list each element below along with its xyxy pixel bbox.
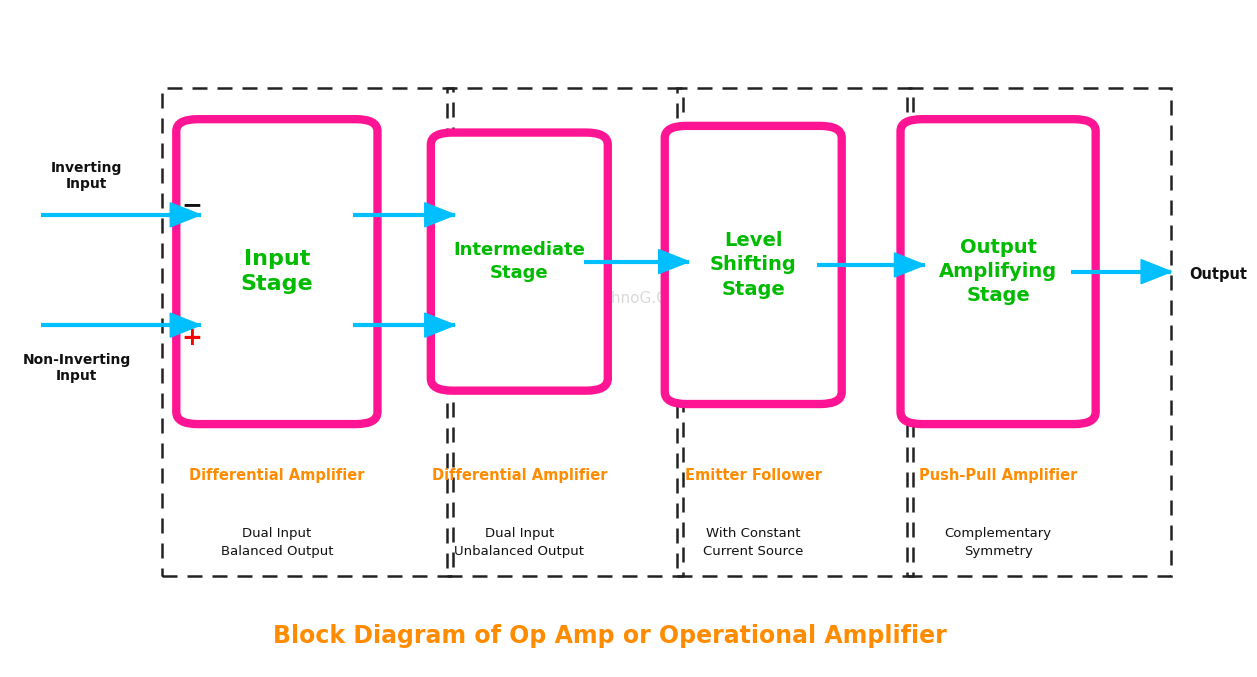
Text: Push-Pull Amplifier: Push-Pull Amplifier bbox=[919, 468, 1077, 483]
Polygon shape bbox=[425, 313, 455, 337]
Bar bbox=[162, 88, 453, 576]
Text: Dual Input
Unbalanced Output: Dual Input Unbalanced Output bbox=[454, 527, 585, 558]
Text: Emitter Follower: Emitter Follower bbox=[685, 468, 822, 483]
FancyBboxPatch shape bbox=[665, 126, 842, 404]
Text: Block Diagram of Op Amp or Operational Amplifier: Block Diagram of Op Amp or Operational A… bbox=[273, 624, 947, 648]
Bar bbox=[446, 88, 683, 576]
Text: Output
Amplifying
Stage: Output Amplifying Stage bbox=[939, 238, 1057, 305]
FancyBboxPatch shape bbox=[176, 119, 377, 424]
Polygon shape bbox=[170, 202, 201, 227]
Polygon shape bbox=[425, 202, 455, 227]
FancyBboxPatch shape bbox=[900, 119, 1096, 424]
Text: With Constant
Current Source: With Constant Current Source bbox=[703, 527, 803, 558]
Text: Complementary
Symmetry: Complementary Symmetry bbox=[944, 527, 1052, 558]
Text: Inverting
Input: Inverting Input bbox=[50, 161, 122, 192]
Polygon shape bbox=[170, 313, 201, 337]
Bar bbox=[908, 88, 1172, 576]
Text: +: + bbox=[181, 326, 202, 351]
Text: Level
Shifting
Stage: Level Shifting Stage bbox=[710, 232, 797, 299]
Text: −: − bbox=[181, 193, 202, 217]
Text: Output: Output bbox=[1189, 267, 1248, 282]
Text: Input
Stage: Input Stage bbox=[240, 249, 313, 294]
Text: Dual Input
Balanced Output: Dual Input Balanced Output bbox=[221, 527, 333, 558]
Text: Intermediate
Stage: Intermediate Stage bbox=[454, 241, 586, 282]
Polygon shape bbox=[895, 253, 925, 277]
Text: Non-Inverting
Input: Non-Inverting Input bbox=[23, 353, 131, 383]
Bar bbox=[676, 88, 914, 576]
Text: Differential Amplifier: Differential Amplifier bbox=[189, 468, 365, 483]
Text: WWW.ETechnoG.COM: WWW.ETechnoG.COM bbox=[528, 291, 693, 306]
Polygon shape bbox=[1141, 259, 1172, 284]
Polygon shape bbox=[659, 250, 689, 274]
Text: Differential Amplifier: Differential Amplifier bbox=[431, 468, 607, 483]
FancyBboxPatch shape bbox=[431, 133, 608, 391]
